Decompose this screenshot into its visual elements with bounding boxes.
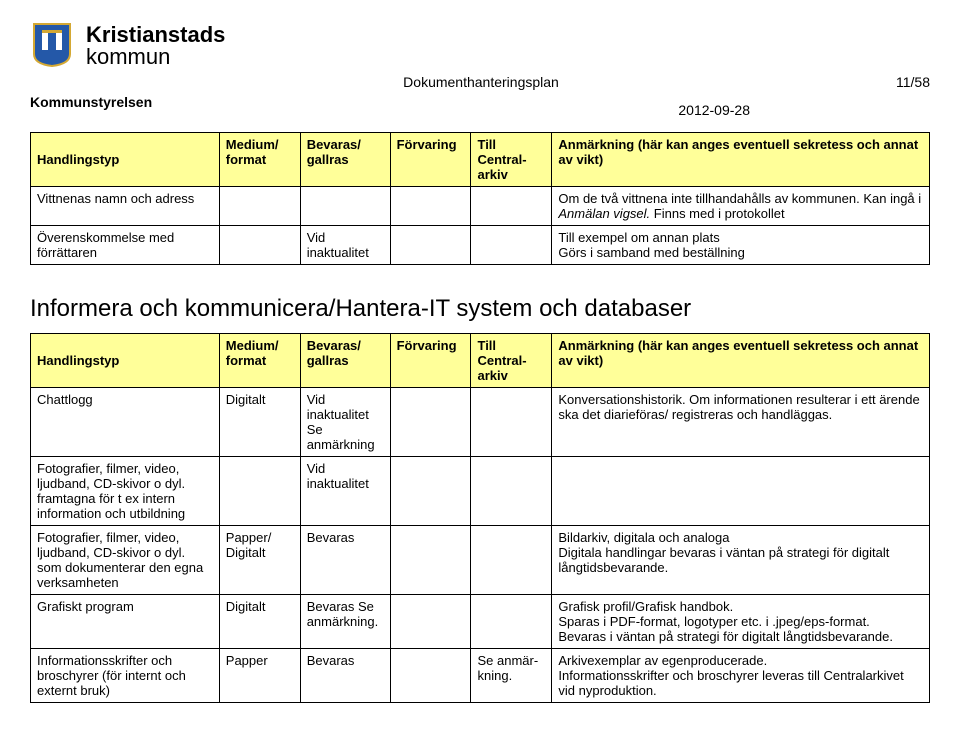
cell: Bildarkiv, digitala och analoga Digitala… xyxy=(552,526,930,595)
page-header: Kristianstads kommun Dokumenthanteringsp… xyxy=(30,20,930,90)
header-text: Kristianstads kommun Dokumenthanteringsp… xyxy=(86,20,930,90)
cell xyxy=(471,526,552,595)
cell: Konversationshistorik. Om informationen … xyxy=(552,388,930,457)
cell: Papper xyxy=(219,649,300,703)
date-row: 2012-09-28 xyxy=(30,102,930,118)
th-till: TillCentral-arkiv xyxy=(471,133,552,187)
cell: Om de två vittnena inte tillhandahålls a… xyxy=(552,187,930,226)
cell xyxy=(390,457,471,526)
cell xyxy=(390,388,471,457)
cell: Vittnenas namn och adress xyxy=(31,187,220,226)
cell xyxy=(552,457,930,526)
cell: Grafisk profil/Grafisk handbok. Sparas i… xyxy=(552,595,930,649)
cell: Bevaras Se anmärkning. xyxy=(300,595,390,649)
table-row: Vittnenas namn och adress Om de två vitt… xyxy=(31,187,930,226)
cell: Grafiskt program xyxy=(31,595,220,649)
cell: Chattlogg xyxy=(31,388,220,457)
section-title: Informera och kommunicera/Hantera-IT sys… xyxy=(30,295,930,323)
table-header-row: Handlingstyp Medium/format Bevaras/gallr… xyxy=(31,133,930,187)
cell xyxy=(471,187,552,226)
cell: Vid inaktualitet xyxy=(300,226,390,265)
doc-meta: Dokumenthanteringsplan 11/58 xyxy=(86,74,930,90)
cell xyxy=(300,187,390,226)
table-row: Chattlogg Digitalt Vid inaktualitet Se a… xyxy=(31,388,930,457)
table-1: Handlingstyp Medium/format Bevaras/gallr… xyxy=(30,132,930,265)
cell: Fotografier, filmer, video, ljudband, CD… xyxy=(31,526,220,595)
table-row: Fotografier, filmer, video, ljudband, CD… xyxy=(31,526,930,595)
cell xyxy=(471,226,552,265)
table-row: Informationsskrifter och broschyrer (för… xyxy=(31,649,930,703)
table-row: Grafiskt program Digitalt Bevaras Se anm… xyxy=(31,595,930,649)
cell: Digitalt xyxy=(219,388,300,457)
cell: Digitalt xyxy=(219,595,300,649)
cell: Se anmär-kning. xyxy=(471,649,552,703)
cell xyxy=(219,187,300,226)
cell xyxy=(471,388,552,457)
cell: Vid inaktualitet Se anmärkning xyxy=(300,388,390,457)
cell: Bevaras xyxy=(300,649,390,703)
th-medium: Medium/format xyxy=(219,133,300,187)
table-2: Handlingstyp Medium/format Bevaras/gallr… xyxy=(30,333,930,703)
logo-icon xyxy=(30,20,74,68)
doc-page: 11/58 xyxy=(896,74,930,90)
cell: Fotografier, filmer, video, ljudband, CD… xyxy=(31,457,220,526)
cell: Bevaras xyxy=(300,526,390,595)
cell: Till exempel om annan plats Görs i samba… xyxy=(552,226,930,265)
cell: Vid inaktualitet xyxy=(300,457,390,526)
cell xyxy=(219,457,300,526)
cell: Informationsskrifter och broschyrer (för… xyxy=(31,649,220,703)
th-till: TillCentral-arkiv xyxy=(471,334,552,388)
cell xyxy=(471,457,552,526)
th-bevaras: Bevaras/gallras xyxy=(300,133,390,187)
th-medium: Medium/format xyxy=(219,334,300,388)
th-anmarkning: Anmärkning (här kan anges eventuell sekr… xyxy=(552,334,930,388)
cell: Arkivexemplar av egenproducerade. Inform… xyxy=(552,649,930,703)
th-forvaring: Förvaring xyxy=(390,133,471,187)
doc-date: 2012-09-28 xyxy=(678,102,750,118)
doc-title: Dokumenthanteringsplan xyxy=(86,74,836,90)
cell xyxy=(390,187,471,226)
cell: Papper/ Digitalt xyxy=(219,526,300,595)
th-handlingstyp: Handlingstyp xyxy=(31,334,220,388)
th-anmarkning: Anmärkning (här kan anges eventuell sekr… xyxy=(552,133,930,187)
cell xyxy=(390,649,471,703)
org-sub: kommun xyxy=(86,44,930,70)
cell: Överenskommelse med förrättaren xyxy=(31,226,220,265)
th-bevaras: Bevaras/gallras xyxy=(300,334,390,388)
table-header-row: Handlingstyp Medium/format Bevaras/gallr… xyxy=(31,334,930,388)
cell xyxy=(390,595,471,649)
cell xyxy=(471,595,552,649)
table-row: Överenskommelse med förrättaren Vid inak… xyxy=(31,226,930,265)
cell xyxy=(219,226,300,265)
table-row: Fotografier, filmer, video, ljudband, CD… xyxy=(31,457,930,526)
th-handlingstyp: Handlingstyp xyxy=(31,133,220,187)
cell xyxy=(390,526,471,595)
cell xyxy=(390,226,471,265)
th-forvaring: Förvaring xyxy=(390,334,471,388)
